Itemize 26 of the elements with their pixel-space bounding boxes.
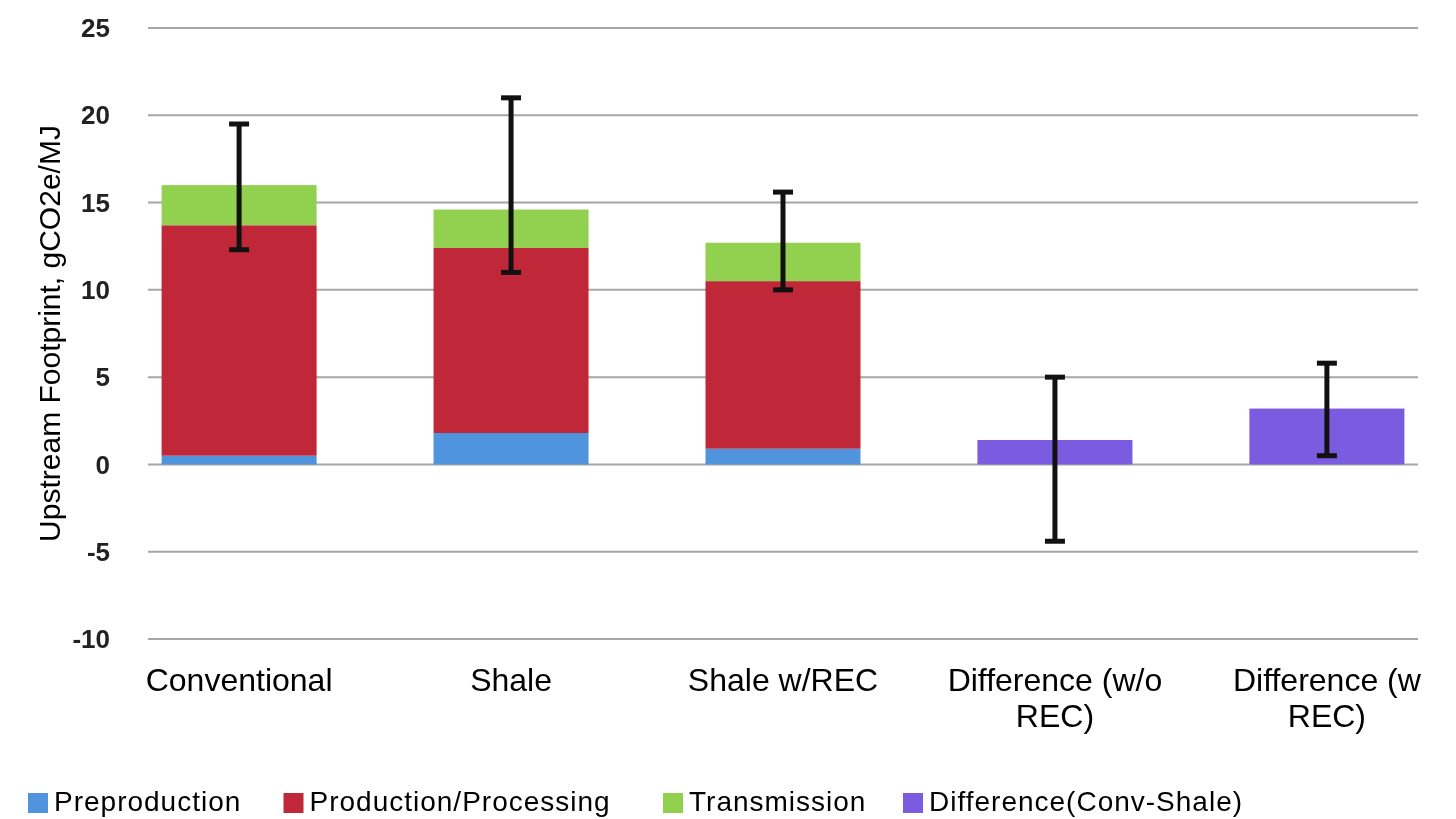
y-tick-label: 25 — [81, 13, 110, 44]
x-tick-label: Conventional — [145, 662, 333, 698]
y-tick-label: 20 — [81, 100, 110, 131]
y-tick-label: -10 — [72, 624, 110, 655]
legend-label: Transmission — [689, 786, 867, 817]
y-tick-label: 15 — [81, 187, 110, 218]
x-tick-label: Shale — [470, 662, 552, 698]
legend-label: Production/Processing — [309, 786, 611, 817]
x-tick-label: Shale w/REC — [687, 662, 879, 698]
y-tick-label: -5 — [86, 536, 110, 567]
legend-label: Preproduction — [54, 786, 242, 817]
bar — [433, 209, 589, 248]
bar — [161, 225, 317, 456]
bar — [705, 448, 861, 465]
x-tick-label: Difference (w REC) — [1232, 662, 1422, 734]
bar — [433, 433, 589, 465]
bar — [161, 455, 317, 465]
y-tick-label: 5 — [95, 362, 110, 393]
x-tick-label: Difference (w/o REC) — [947, 662, 1163, 734]
legend-label: Difference(Conv-Shale) — [929, 786, 1244, 817]
y-tick-label: 0 — [95, 449, 110, 480]
y-tick-label: 10 — [81, 274, 110, 305]
bar — [705, 281, 861, 449]
bar — [977, 439, 1133, 465]
bar — [433, 247, 589, 434]
y-axis-title: Upstream Footprint, gCO2e/MJ — [33, 125, 66, 542]
